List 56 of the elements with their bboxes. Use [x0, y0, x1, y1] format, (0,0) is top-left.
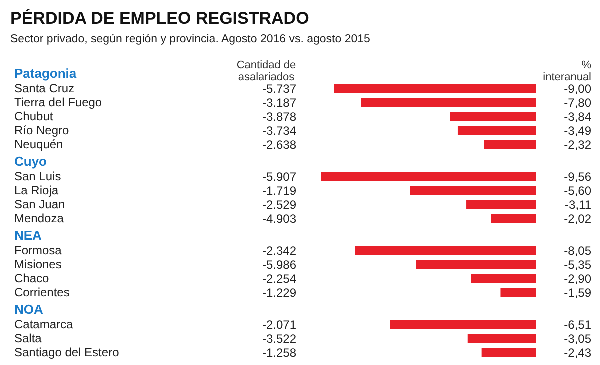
text: -3.187: [262, 96, 297, 110]
text: -1.719: [262, 184, 297, 198]
x-axis-title: % interanual: [543, 60, 592, 84]
data-label: -3,84: [564, 110, 592, 124]
text: -2.638: [262, 138, 297, 152]
y-tick-label: Neuquén: [14, 138, 64, 152]
y-tick-label: Corrientes: [14, 286, 70, 300]
y-tick-label: NEA: [14, 228, 43, 243]
y-tick-label: Santa Cruz: [14, 82, 75, 96]
text: -1.229: [262, 286, 297, 300]
data-label: -3,11: [565, 198, 592, 212]
text: PÉRDIDA DE EMPLEO REGISTRADO: [10, 8, 310, 28]
y-tick-label: Patagonia: [14, 66, 78, 81]
data-label: -3,05: [564, 332, 592, 346]
data-label: -2,43: [564, 346, 592, 360]
y-tick-label: Santiago del Estero: [14, 346, 120, 360]
y-tick-label: Chaco: [14, 272, 50, 286]
y-tick-label: Salta: [14, 332, 42, 346]
y-tick-label: Mendoza: [14, 212, 64, 226]
data-label: -2,32: [564, 138, 592, 152]
text: -3.522: [262, 332, 297, 346]
y-tick-label: NOA: [14, 302, 44, 317]
y-tick-label: Chubut: [14, 110, 54, 124]
text: -2.529: [262, 198, 297, 212]
data-label: -5,35: [564, 258, 592, 272]
data-label: -2,02: [564, 212, 592, 226]
y-tick-label: La Rioja: [14, 184, 59, 198]
text: -1.258: [262, 346, 297, 360]
text: -4.903: [262, 212, 297, 226]
y-tick-label: San Juan: [14, 198, 66, 212]
data-label: -5,60: [564, 184, 592, 198]
data-label: -8,05: [564, 244, 592, 258]
data-label: -9,56: [564, 170, 592, 184]
text: -2.254: [262, 272, 297, 286]
y-tick-label: Misiones: [14, 258, 62, 272]
text: Sector privado, según región y provincia. Agosto 2016 vs. agosto 2015: [10, 34, 370, 46]
data-label: -1,59: [564, 286, 592, 300]
text: -5.907: [262, 170, 297, 184]
data-label: -9,00: [564, 82, 592, 96]
data-label: -2,90: [564, 272, 592, 286]
y-tick-label: Río Negro: [14, 124, 70, 138]
text: -5.986: [262, 258, 297, 272]
text: Cantidad de asalariados: [236, 60, 296, 84]
data-label: -6,51: [564, 318, 592, 332]
data-label: -3,49: [564, 124, 592, 138]
text: -3.878: [262, 110, 297, 124]
y-tick-label: San Luis: [14, 170, 62, 184]
text: -5.737: [262, 82, 297, 96]
y-tick-label: Formosa: [14, 244, 62, 258]
y-tick-label: Cuyo: [14, 154, 48, 169]
y-tick-label: Catamarca: [14, 318, 74, 332]
text: -2.071: [262, 318, 297, 332]
text: -3.734: [262, 124, 297, 138]
text: -2.342: [262, 244, 297, 258]
data-label: -7,80: [564, 96, 592, 110]
y-tick-label: Tierra del Fuego: [14, 96, 102, 110]
